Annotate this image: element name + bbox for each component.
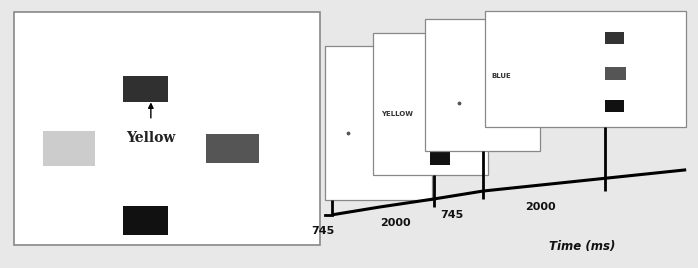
Bar: [325, 46, 433, 200]
Text: 745: 745: [440, 210, 463, 220]
Bar: [373, 33, 488, 175]
Text: 745: 745: [311, 226, 334, 236]
Text: 2000: 2000: [380, 218, 411, 228]
Bar: [426, 19, 540, 151]
Bar: [14, 12, 320, 245]
Bar: [431, 107, 451, 120]
Bar: [605, 32, 624, 44]
Text: Time (ms): Time (ms): [549, 240, 615, 253]
Text: 2000: 2000: [525, 202, 556, 212]
Bar: [605, 67, 625, 80]
Text: BLUE: BLUE: [491, 73, 511, 79]
Bar: [431, 152, 450, 165]
Bar: [43, 131, 95, 166]
Bar: [484, 11, 686, 127]
Bar: [605, 100, 624, 112]
Bar: [431, 57, 450, 69]
Bar: [207, 134, 259, 163]
Bar: [123, 206, 168, 235]
Bar: [123, 76, 168, 102]
Text: Yellow: Yellow: [126, 131, 176, 145]
Text: YELLOW: YELLOW: [381, 111, 413, 117]
